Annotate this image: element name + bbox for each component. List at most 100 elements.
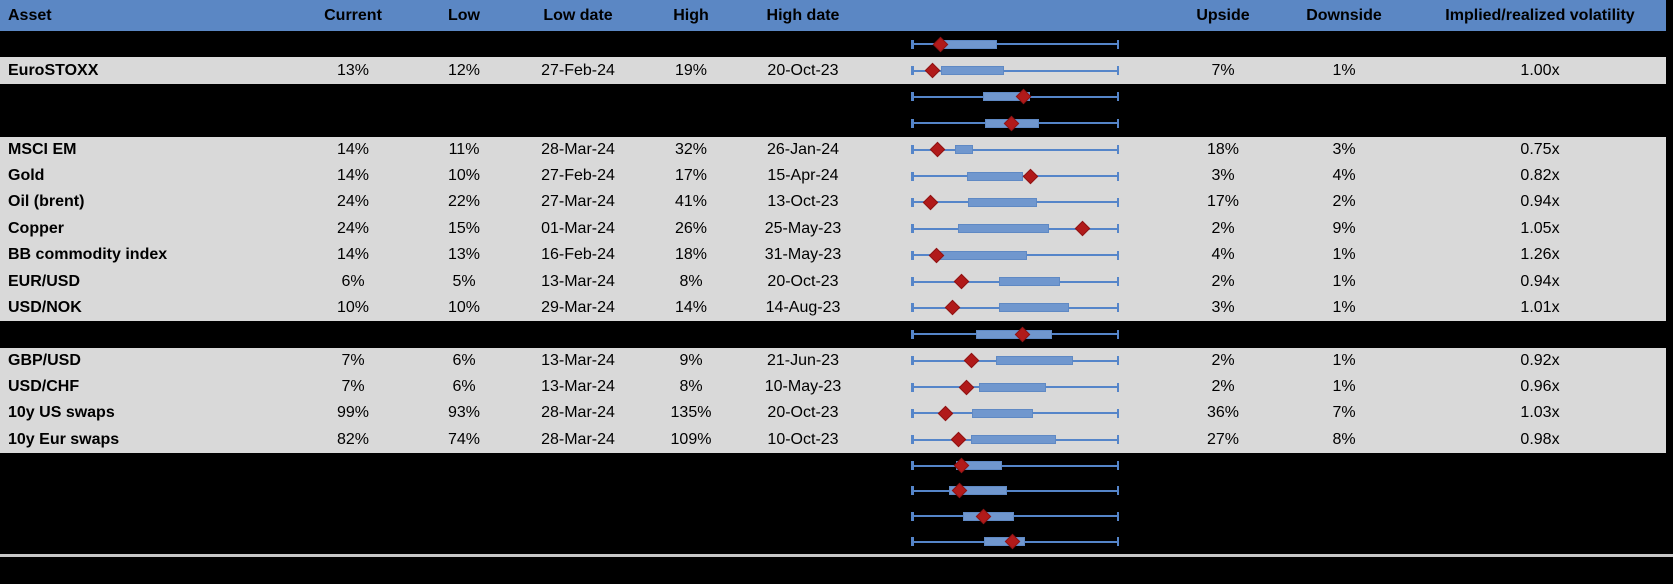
interquartile-box <box>979 382 1046 392</box>
cell-downside: 1% <box>1332 61 1356 79</box>
cell-low-date: 28-Mar-24 <box>541 404 615 422</box>
boxplot <box>911 193 1119 211</box>
interquartile-box <box>996 356 1073 366</box>
interquartile-box <box>970 435 1057 445</box>
current-value-diamond <box>1074 221 1091 237</box>
table-row: 10y Eur swaps 82% 74% 28-Mar-24 109% 10-Oct-2… <box>0 426 1666 453</box>
cell-low-date: 13-Mar-24 <box>541 272 615 290</box>
table-row: USD/NOK 10% 10% 29-Mar-24 14% 14-Aug-23 3% 1% 1.… <box>0 294 1666 322</box>
cell-current: 14% <box>336 167 370 185</box>
cell-low: 22% <box>447 193 481 211</box>
blacked-out-row <box>0 528 1666 555</box>
boxplot <box>911 378 1119 396</box>
table-row: Gold 14% 10% 27-Feb-24 17% 15-Apr-24 3% 4% 0.82x <box>0 162 1666 190</box>
whisker-cap-right <box>1116 39 1119 49</box>
table-row: Oil (brent) 24% 22% 27-Mar-24 41% 13-Oct-23 17… <box>0 189 1666 216</box>
cell-asset: USD/NOK <box>8 298 82 316</box>
column-header-low: Low <box>448 6 480 24</box>
cell-low-date: 13-Mar-24 <box>541 351 615 369</box>
cell-asset: 10y Eur swaps <box>8 430 120 448</box>
cell-low-date: 16-Feb-24 <box>541 246 615 264</box>
table-row: 10y US swaps 99% 93% 28-Mar-24 135% 20-Oct-23… <box>0 400 1666 427</box>
current-value-diamond <box>937 405 954 422</box>
whisker-line <box>912 515 1118 518</box>
cell-downside: 7% <box>1332 404 1356 422</box>
cell-current: 24% <box>336 219 370 237</box>
cell-asset: 10y US swaps <box>8 404 115 422</box>
cell-implied: 0.98x <box>1520 430 1560 448</box>
cell-upside: 4% <box>1211 246 1235 264</box>
whisker-cap-left <box>911 39 914 49</box>
table-row: Copper 24% 15% 01-Mar-24 26% 25-May-23 2% 9% 1.0… <box>0 215 1666 242</box>
current-value-diamond <box>944 300 961 316</box>
cell-high: 8% <box>679 378 703 396</box>
whisker-cap-right <box>1116 537 1119 547</box>
cell-implied: 0.75x <box>1520 140 1560 158</box>
whisker-cap-left <box>911 118 914 128</box>
cell-implied: 1.26x <box>1520 246 1560 264</box>
cell-low-date: 28-Mar-24 <box>541 140 615 158</box>
column-header-high: High <box>673 6 709 24</box>
whisker-line <box>912 43 1118 46</box>
cell-downside: 1% <box>1332 272 1356 290</box>
cell-low: 13% <box>447 246 481 264</box>
cell-upside: 3% <box>1211 167 1235 185</box>
interquartile-box <box>966 171 1024 181</box>
cell-upside: 2% <box>1211 378 1235 396</box>
cell-low: 74% <box>447 430 481 448</box>
cell-high-date: 31-May-23 <box>764 246 842 264</box>
table-row: USD/CHF 7% 6% 13-Mar-24 8% 10-May-23 2% 1% 0.96x <box>0 373 1666 401</box>
whisker-cap-left <box>911 66 914 76</box>
interquartile-box <box>998 277 1060 287</box>
whisker-cap-right <box>1116 382 1119 392</box>
cell-implied: 1.03x <box>1520 404 1560 422</box>
whisker-cap-left <box>911 145 914 155</box>
cell-current: 99% <box>336 404 370 422</box>
cell-high: 109% <box>670 430 712 448</box>
cell-high-date: 21-Jun-23 <box>766 351 840 369</box>
column-header-low-date: Low date <box>543 6 613 24</box>
cell-high-date: 13-Oct-23 <box>767 193 839 211</box>
interquartile-box <box>971 408 1033 418</box>
cell-current: 24% <box>336 193 370 211</box>
boxplot <box>911 482 1119 500</box>
current-value-diamond <box>929 141 946 158</box>
table-row: EuroSTOXX 13% 12% 27-Feb-24 19% 20-Oct-23 7% 1%… <box>0 57 1666 84</box>
whisker-cap-left <box>911 171 914 181</box>
cell-high: 41% <box>674 193 708 211</box>
interquartile-box <box>957 224 1049 234</box>
whisker-cap-right <box>1116 66 1119 76</box>
current-value-diamond <box>1022 168 1038 184</box>
cell-current: 6% <box>341 272 365 290</box>
cell-asset: EuroSTOXX <box>8 61 99 79</box>
cell-upside: 2% <box>1211 219 1235 237</box>
interquartile-box <box>984 537 1025 547</box>
cell-high: 9% <box>679 351 703 369</box>
cell-implied: 1.05x <box>1520 219 1560 237</box>
cell-asset: Gold <box>8 167 45 185</box>
cell-implied: 1.00x <box>1520 61 1560 79</box>
whisker-line <box>912 464 1118 467</box>
boxplot <box>911 220 1119 238</box>
cell-current: 7% <box>341 378 365 396</box>
cell-high: 32% <box>674 140 708 158</box>
cell-high-date: 14-Aug-23 <box>765 298 841 316</box>
cell-implied: 0.96x <box>1520 378 1560 396</box>
boxplot <box>911 273 1119 291</box>
interquartile-box <box>954 145 974 155</box>
blacked-out-row <box>0 478 1666 504</box>
table-row: GBP/USD 7% 6% 13-Mar-24 9% 21-Jun-23 2% 1% 0.92x <box>0 347 1666 374</box>
cell-upside: 7% <box>1211 61 1235 79</box>
cell-high: 19% <box>674 61 708 79</box>
boxplot <box>911 299 1119 317</box>
current-value-diamond <box>922 194 938 211</box>
cell-high-date: 20-Oct-23 <box>767 272 839 290</box>
cell-downside: 1% <box>1332 246 1356 264</box>
boxplot <box>911 507 1119 525</box>
cell-downside: 3% <box>1332 140 1356 158</box>
blacked-out-row <box>0 503 1666 529</box>
cell-high: 14% <box>674 298 708 316</box>
cell-current: 10% <box>336 298 370 316</box>
cell-high-date: 26-Jan-24 <box>766 140 840 158</box>
table-row: BB commodity index 14% 13% 16-Feb-24 18% 31-M… <box>0 242 1666 269</box>
